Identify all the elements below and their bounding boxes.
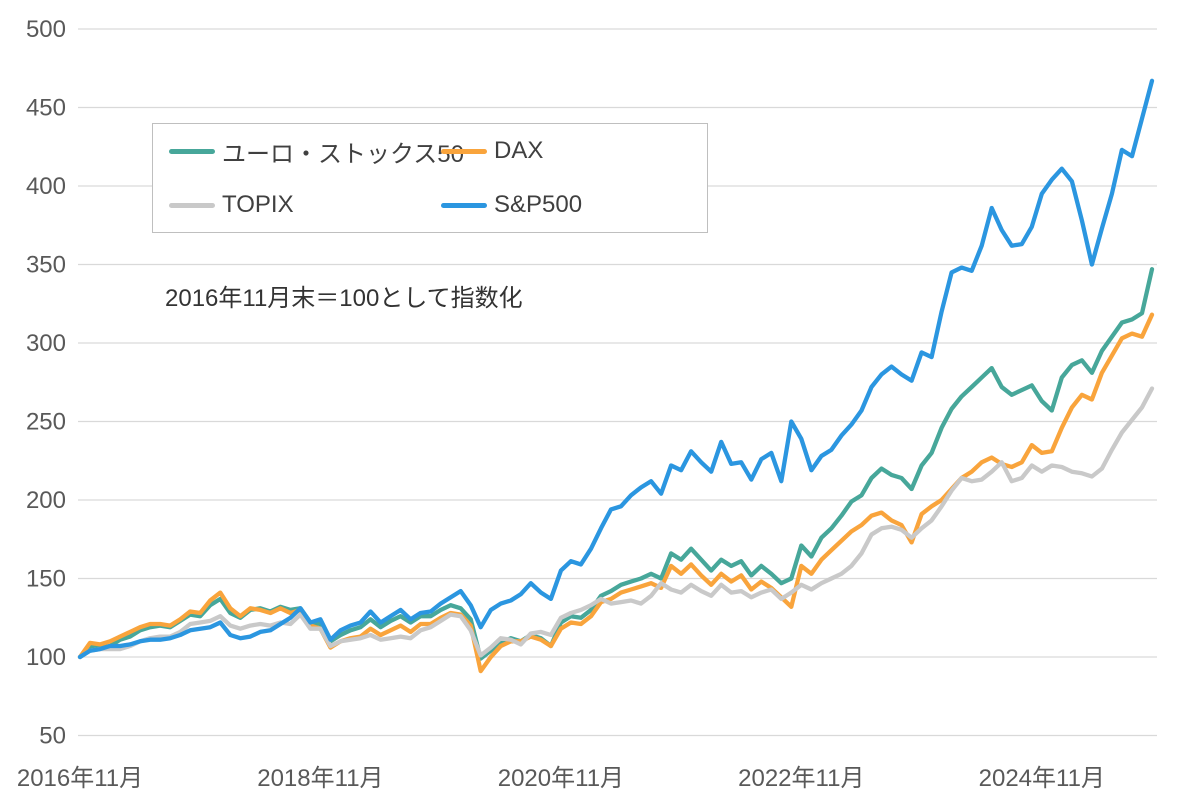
legend: ユーロ・ストックス50 DAX TOPIX S&P500 [152, 123, 708, 233]
x-axis-tick-label: 2018年11月 [257, 765, 383, 792]
y-axis-tick-label: 350 [26, 252, 66, 279]
y-axis-tick-label: 100 [26, 644, 66, 671]
legend-item-topix: TOPIX [169, 191, 441, 219]
y-axis-tick-label: 50 [39, 723, 66, 750]
x-axis-tick-label: 2016年11月 [17, 765, 143, 792]
legend-swatch-sp500-icon [441, 202, 487, 208]
legend-label-dax: DAX [494, 137, 544, 164]
index-base-annotation: 2016年11月末＝100として指数化 [165, 285, 523, 312]
x-axis-tick-label: 2024年11月 [979, 765, 1105, 792]
series-line-TOPIX [77, 386, 1155, 660]
x-axis-tick-label: 2020年11月 [498, 765, 624, 792]
legend-swatch-euro-stoxx-50-icon [169, 148, 215, 154]
legend-swatch-topix-icon [169, 202, 215, 208]
series-line-DAX [77, 312, 1155, 674]
y-axis-tick-label: 250 [26, 409, 66, 436]
series-line-ユーロ・ストックス50 [77, 267, 1155, 661]
y-axis-tick-label: 450 [26, 95, 66, 122]
series-line-S&P500 [77, 78, 1155, 660]
legend-item-sp500: S&P500 [441, 191, 707, 219]
y-axis-tick-label: 400 [26, 173, 66, 200]
legend-label-euro-stoxx-50: ユーロ・ストックス50 [222, 140, 464, 168]
legend-item-dax: DAX [441, 137, 707, 165]
legend-item-euro-stoxx-50: ユーロ・ストックス50 [169, 134, 464, 169]
y-axis-tick-label: 300 [26, 330, 66, 357]
legend-label-topix: TOPIX [222, 191, 294, 218]
legend-swatch-dax-icon [441, 148, 487, 154]
y-axis-tick-label: 200 [26, 487, 66, 514]
y-axis-tick-label: 500 [26, 16, 66, 43]
y-axis-tick-label: 150 [26, 566, 66, 593]
legend-label-sp500: S&P500 [494, 191, 583, 218]
x-axis-tick-label: 2022年11月 [738, 765, 864, 792]
